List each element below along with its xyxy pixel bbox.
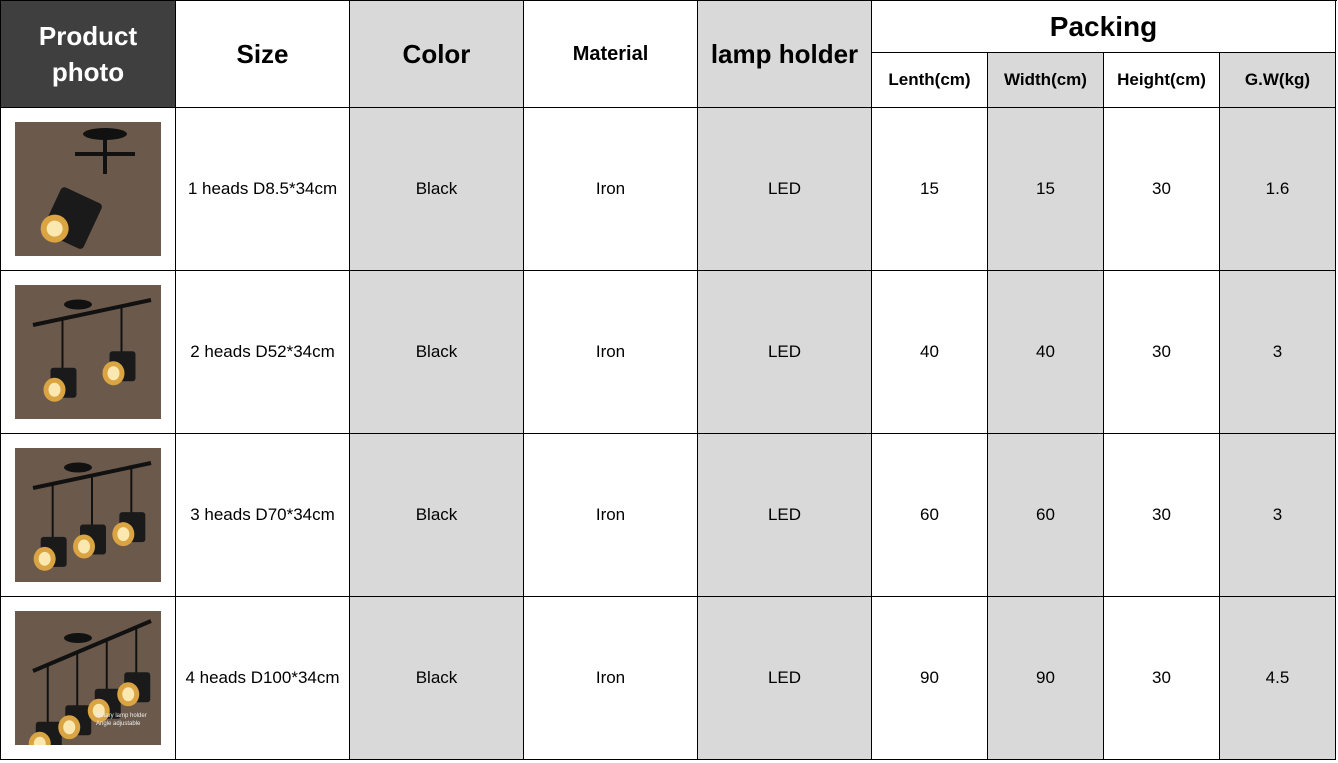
cell-height: 30 xyxy=(1104,597,1220,760)
cell-size: 1 heads D8.5*34cm xyxy=(176,108,350,271)
caption-line: Rotary lamp holder xyxy=(96,713,147,719)
cell-gw: 4.5 xyxy=(1220,597,1336,760)
cell-material: Iron xyxy=(524,434,698,597)
cell-height: 30 xyxy=(1104,434,1220,597)
caption-line: Angle adjustable xyxy=(96,721,141,727)
header-size: Size xyxy=(176,1,350,108)
header-length: Lenth(cm) xyxy=(872,53,988,108)
cell-gw: 1.6 xyxy=(1220,108,1336,271)
cell-color: Black xyxy=(350,271,524,434)
cell-gw: 3 xyxy=(1220,271,1336,434)
cell-material: Iron xyxy=(524,597,698,760)
cell-lamp-holder: LED xyxy=(698,434,872,597)
header-material: Material xyxy=(524,1,698,108)
cell-height: 30 xyxy=(1104,271,1220,434)
header-color: Color xyxy=(350,1,524,108)
header-width: Width(cm) xyxy=(988,53,1104,108)
lamp-photo-image xyxy=(15,448,161,582)
header-height: Height(cm) xyxy=(1104,53,1220,108)
cell-length: 15 xyxy=(872,108,988,271)
cell-size: 2 heads D52*34cm xyxy=(176,271,350,434)
cell-size: 3 heads D70*34cm xyxy=(176,434,350,597)
header-gw: G.W(kg) xyxy=(1220,53,1336,108)
cell-width: 15 xyxy=(988,108,1104,271)
cell-color: Black xyxy=(350,434,524,597)
header-lamp-holder: lamp holder xyxy=(698,1,872,108)
cell-width: 60 xyxy=(988,434,1104,597)
product-photo: Rotary lamp holder Angle adjustable xyxy=(1,597,176,760)
cell-length: 90 xyxy=(872,597,988,760)
product-photo xyxy=(1,108,176,271)
cell-height: 30 xyxy=(1104,108,1220,271)
product-photo xyxy=(1,271,176,434)
lamp-photo-image xyxy=(15,122,161,256)
lamp-photo-image xyxy=(15,611,161,745)
cell-color: Black xyxy=(350,108,524,271)
cell-gw: 3 xyxy=(1220,434,1336,597)
header-text: Product photo xyxy=(38,21,138,87)
cell-width: 40 xyxy=(988,271,1104,434)
photo-caption: Rotary lamp holder Angle adjustable xyxy=(96,712,147,728)
header-packing: Packing xyxy=(872,1,1336,53)
cell-material: Iron xyxy=(524,108,698,271)
cell-length: 40 xyxy=(872,271,988,434)
product-photo xyxy=(1,434,176,597)
cell-length: 60 xyxy=(872,434,988,597)
cell-width: 90 xyxy=(988,597,1104,760)
cell-color: Black xyxy=(350,597,524,760)
header-product-photo: Product photo xyxy=(1,1,176,108)
cell-lamp-holder: LED xyxy=(698,597,872,760)
cell-material: Iron xyxy=(524,271,698,434)
lamp-photo-image xyxy=(15,285,161,419)
cell-lamp-holder: LED xyxy=(698,271,872,434)
cell-lamp-holder: LED xyxy=(698,108,872,271)
cell-size: 4 heads D100*34cm xyxy=(176,597,350,760)
